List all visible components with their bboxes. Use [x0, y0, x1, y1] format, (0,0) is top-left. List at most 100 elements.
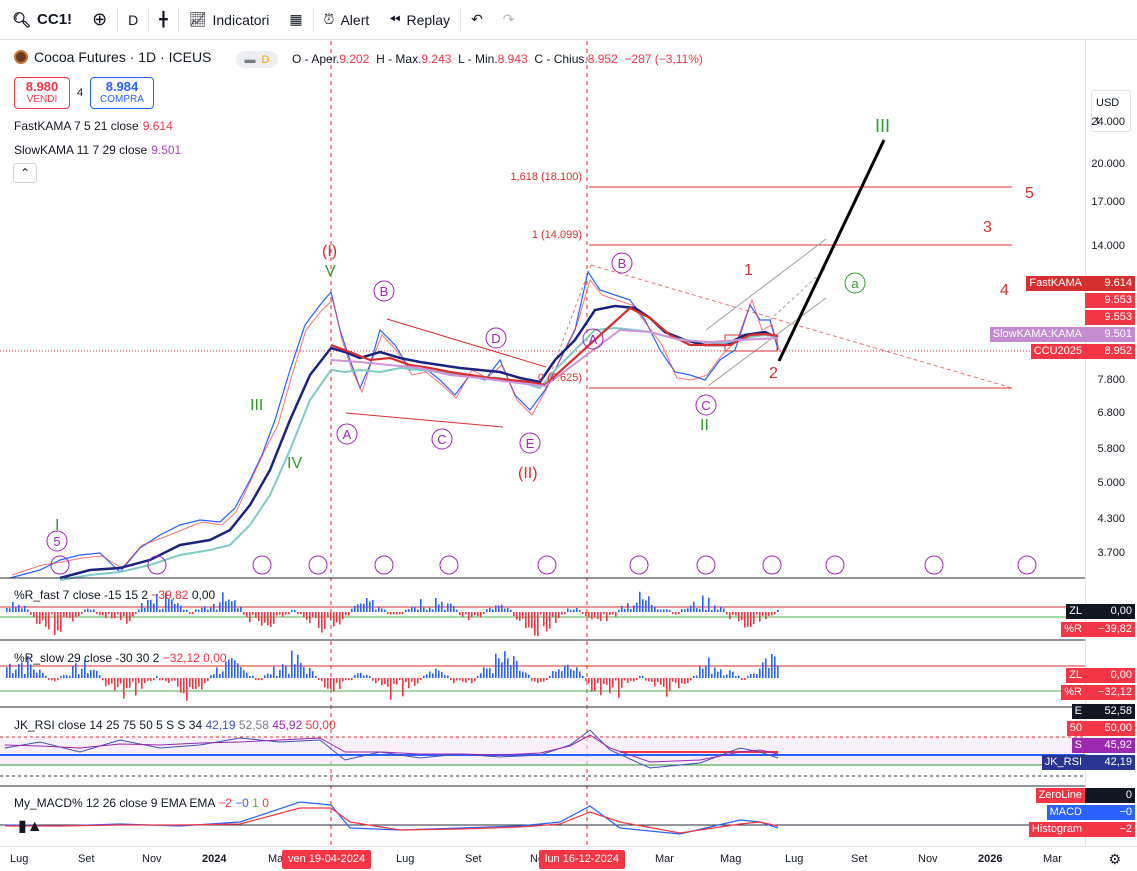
- chevron-up-icon: ⌃: [19, 166, 31, 180]
- time-tick: Lug: [10, 853, 29, 865]
- oscillator-bar: [402, 612, 404, 615]
- oscillator-bar: [636, 602, 638, 612]
- oscillator-bar: [330, 678, 332, 689]
- compare-button[interactable]: ⊕: [82, 0, 117, 40]
- symbol-search[interactable]: 🔍︎ CC1!: [0, 0, 82, 40]
- indicators-button[interactable]: 📈︎ Indicatori: [179, 0, 280, 40]
- oscillator-bar: [123, 678, 125, 699]
- oscillator-bar: [39, 612, 41, 625]
- currency-select[interactable]: USD t: [1091, 90, 1131, 132]
- oscillator-bar: [771, 653, 773, 678]
- oscillator-bar: [237, 608, 239, 612]
- oscillator-bar: [612, 612, 614, 615]
- oscillator-bar: [294, 609, 296, 612]
- oscillator-bar: [696, 608, 698, 612]
- rsi-v2: 52,58: [238, 718, 269, 732]
- oscillator-bar: [258, 678, 260, 681]
- oscillator-bar: [30, 612, 32, 615]
- interval-button[interactable]: D: [128, 11, 139, 28]
- oscillator-bar: [435, 597, 437, 612]
- oscillator-bar: [765, 612, 767, 620]
- slowkama-legend[interactable]: SlowKAMA 11 7 29 close 9.501: [14, 143, 181, 157]
- oscillator-bar: [261, 612, 263, 626]
- fastkama-legend[interactable]: FastKAMA 7 5 21 close 9.614: [14, 119, 173, 133]
- oscillator-bar: [63, 612, 65, 617]
- oscillator-bar: [504, 608, 506, 612]
- oscillator-bar: [243, 670, 245, 678]
- oscillator-bar: [639, 675, 641, 678]
- oscillator-bar: [336, 612, 338, 623]
- oscillator-bar: [618, 609, 620, 612]
- oscillator-bar: [417, 678, 419, 684]
- f-tag: 50,00: [1085, 721, 1135, 736]
- macd-label: My_MACD% 12 26 close 9 EMA EMA: [14, 796, 215, 810]
- rfast-legend[interactable]: %R_fast 7 close -15 15 2 −39,82 0,00: [14, 588, 215, 602]
- oscillator-bar: [48, 678, 50, 681]
- oscillator-bar: [654, 678, 656, 687]
- price-tick: 4.300: [1097, 513, 1125, 525]
- oscillator-bar: [375, 678, 377, 684]
- oscillator-bar: [72, 665, 74, 678]
- fib-1618-label: 1,618 (18.100): [510, 171, 582, 183]
- oscillator-bar: [510, 665, 512, 678]
- oscillator-bar: [84, 609, 86, 612]
- oscillator-bar: [12, 602, 14, 612]
- rsi-legend[interactable]: JK_RSI close 14 25 75 50 5 S S 34 42,19 …: [14, 718, 336, 732]
- oscillator-bar: [243, 612, 245, 615]
- replay-button[interactable]: ⏪︎ Replay: [379, 0, 460, 40]
- oscillator-bar: [141, 602, 143, 612]
- layouts-button[interactable]: ▦: [279, 0, 312, 40]
- oscillator-bar: [726, 674, 728, 678]
- rsi-v3: 45,92: [272, 718, 303, 732]
- ccu-tag: 8.952: [1085, 344, 1135, 359]
- sell-button[interactable]: 8.980 VENDI: [14, 77, 70, 109]
- collapse-legend-button[interactable]: ⌃: [13, 163, 37, 183]
- oscillator-bar: [603, 612, 605, 615]
- undo-button[interactable]: ↶: [461, 0, 493, 40]
- alert-button[interactable]: ⏰︎ Alert: [314, 0, 380, 40]
- sell-price: 8.980: [25, 79, 59, 94]
- oscillator-bar: [285, 665, 287, 678]
- oscillator-bar: [63, 674, 65, 678]
- oscillator-bar: [624, 678, 626, 681]
- redo-button[interactable]: ↷: [493, 0, 525, 40]
- oscillator-bar: [360, 672, 362, 678]
- macd-legend[interactable]: My_MACD% 12 26 close 9 EMA EMA −2 −0 1 0: [14, 796, 269, 810]
- zeroline-label: ZeroLine: [1035, 788, 1085, 803]
- oscillator-bar: [777, 665, 779, 678]
- oscillator-bar: [519, 612, 521, 621]
- open-label: O - Aper.: [292, 52, 340, 66]
- oscillator-bar: [426, 609, 428, 612]
- oscillator-bar: [762, 662, 764, 678]
- buy-button[interactable]: 8.984 COMPRA: [90, 77, 154, 109]
- chart-canvas[interactable]: (I) V IV III I (II) II 1 2 3 4 5 III 5 A…: [0, 41, 1137, 846]
- fib-1-label: 1 (14.099): [532, 229, 582, 241]
- oscillator-bar: [621, 605, 623, 612]
- oscillator-bar: [135, 612, 137, 615]
- oscillator-bar: [396, 612, 398, 615]
- oscillator-bar: [453, 678, 455, 684]
- oscillator-bar: [171, 678, 173, 681]
- oscillator-bar: [687, 608, 689, 612]
- gear-icon[interactable]: ⚙︎: [1108, 851, 1121, 867]
- oscillator-bar: [579, 609, 581, 612]
- data-status-pill[interactable]: ▬ D: [236, 51, 278, 68]
- oscillator-bar: [234, 600, 236, 612]
- oscillator-bar: [333, 678, 335, 692]
- oscillator-bar: [405, 678, 407, 683]
- chart-type-button[interactable]: ╋: [149, 0, 177, 40]
- oscillator-bar: [621, 678, 623, 688]
- macd-v1: −2: [218, 796, 232, 810]
- oscillator-bar: [348, 612, 350, 616]
- oscillator-bar: [45, 612, 47, 627]
- oscillator-bar: [420, 678, 422, 681]
- time-axis[interactable]: Lug Set Nov 2024 Ma ven 19-04-2024 Lug S…: [0, 846, 1137, 871]
- rslow-legend[interactable]: %R_slow 29 close -30 30 2 −32,12 0,00: [14, 651, 227, 665]
- oscillator-bar: [471, 678, 473, 684]
- buy-price: 8.984: [105, 79, 139, 94]
- oscillator-bar: [246, 612, 248, 618]
- oscillator-bar: [450, 603, 452, 612]
- oscillator-bar: [540, 612, 542, 615]
- price-tick: 14.000: [1091, 240, 1125, 252]
- oscillator-bar: [585, 612, 587, 617]
